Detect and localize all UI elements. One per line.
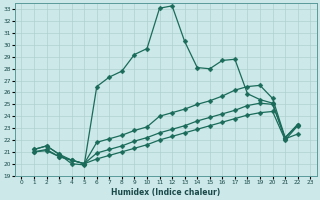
X-axis label: Humidex (Indice chaleur): Humidex (Indice chaleur) (111, 188, 220, 197)
